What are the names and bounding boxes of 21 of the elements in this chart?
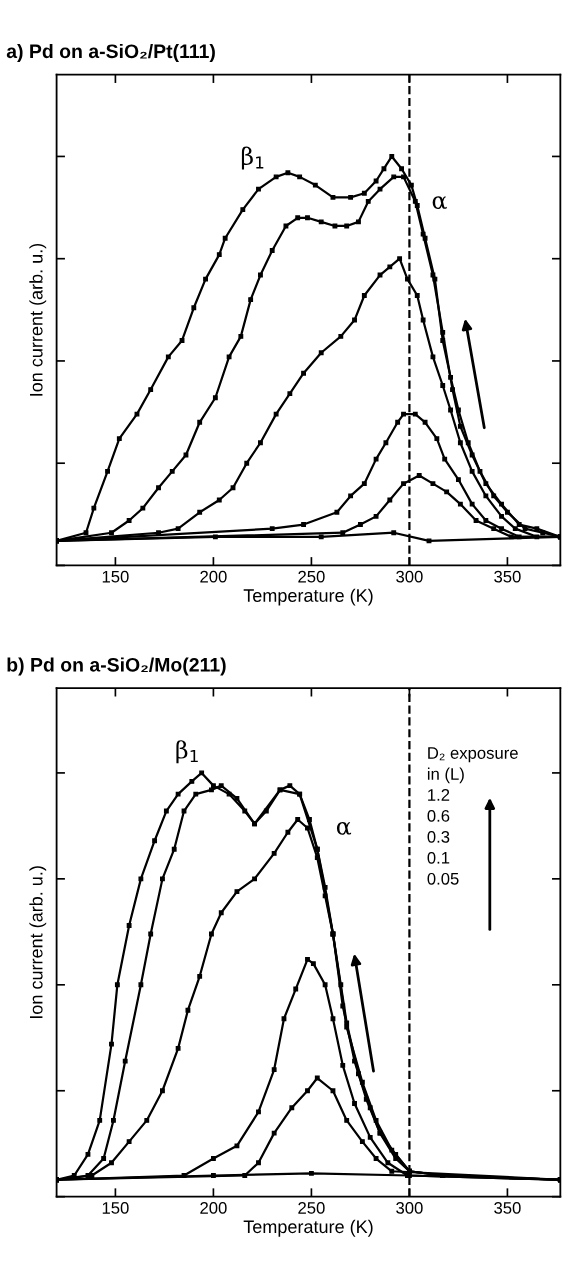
annotation: D₂ exposure in (L) 1.2 0.6 0.3 0.1 0.05	[427, 747, 518, 885]
x-tick-label: 200	[200, 1201, 227, 1214]
x-tick-label: 250	[298, 1201, 325, 1214]
x-tick-label: 350	[494, 1201, 521, 1214]
annotation: α	[432, 196, 447, 210]
x-axis-title: Temperature (K)	[243, 1219, 373, 1237]
chart-title: a) Pd on a-SiO₂/Pt(111)	[6, 43, 215, 62]
x-tick-label: 200	[200, 570, 227, 583]
y-axis-title: Ion current (arb. u.)	[29, 866, 47, 1019]
x-tick-label: 150	[102, 1201, 129, 1214]
x-tick-label: 150	[102, 570, 129, 583]
annotation: β$_{1}$	[241, 146, 264, 170]
x-tick-label: 250	[298, 570, 325, 583]
x-axis-title: Temperature (K)	[243, 588, 373, 606]
x-tick-label: 300	[396, 570, 423, 583]
chart-title: b) Pd on a-SiO₂/Mo(211)	[7, 657, 226, 676]
annotation: α	[336, 821, 352, 835]
y-axis-title: Ion current (arb. u.)	[29, 243, 47, 396]
x-tick-label: 300	[396, 1201, 423, 1214]
x-tick-label: 350	[494, 570, 521, 583]
text: β$_{1}$	[176, 740, 198, 764]
